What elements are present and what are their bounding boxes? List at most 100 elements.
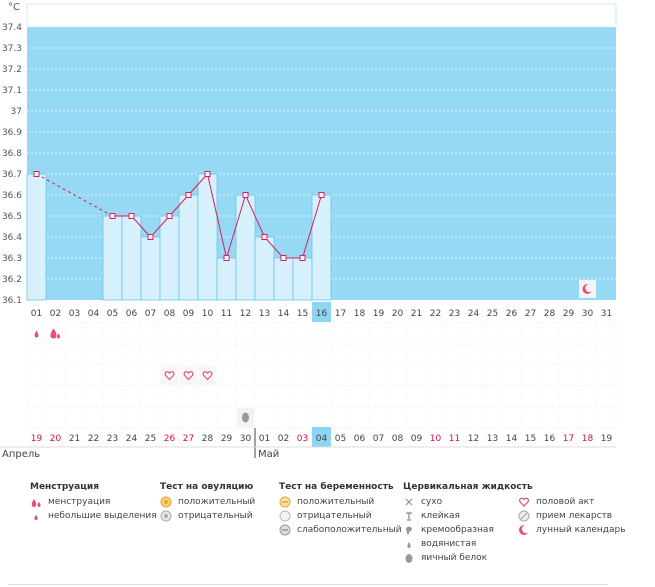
- calendar-date-label: 04: [316, 434, 328, 444]
- legend-item-sticky: клейкая: [403, 509, 533, 523]
- temperature-point: [33, 171, 40, 177]
- calendar-date-label: 26: [164, 434, 176, 444]
- cycle-day-label: 01: [31, 309, 42, 319]
- temperature-bar: [102, 215, 123, 301]
- legend-intercourse-label: половой акт: [536, 497, 595, 507]
- pregnancy-weak-icon: [279, 524, 291, 536]
- cycle-day-label: 28: [544, 309, 556, 319]
- cycle-day-label: 16: [316, 309, 328, 319]
- y-tick-label: 36.3: [2, 254, 22, 264]
- temperature-bar: [121, 215, 142, 301]
- temperature-line: [131, 215, 151, 238]
- legend-item-intercourse: половой акт: [518, 495, 626, 509]
- temperature-point: [166, 213, 173, 219]
- calendar-date-label: 02: [278, 434, 289, 444]
- heart-cell: [161, 366, 178, 385]
- temperature-bar: [197, 173, 218, 301]
- temperature-point: [280, 255, 287, 261]
- ovulation-negative-icon: [160, 510, 172, 522]
- calendar-date-label: 17: [563, 434, 574, 444]
- legend-lunar-label: лунный календарь: [536, 525, 626, 535]
- calendar-date-label: 10: [430, 434, 442, 444]
- calendar-date-label: 30: [240, 434, 252, 444]
- temperature-line: [150, 215, 170, 238]
- legend-light-spotting-label: небольшие выделения: [48, 511, 157, 521]
- calendar-date-label: 28: [202, 434, 214, 444]
- legend-item-watery: водянистая: [403, 537, 533, 551]
- menstruation-icon: [30, 496, 42, 508]
- legend-item-pregnancy-negative: отрицательный: [279, 509, 402, 523]
- cycle-day-label: 03: [69, 309, 80, 319]
- y-tick-label: 37.3: [2, 44, 22, 54]
- legend-cervical-title: Цервикальная жидкость: [403, 482, 533, 492]
- calendar-date-label: 05: [335, 434, 346, 444]
- legend-item-light-spotting: небольшие выделения: [30, 509, 157, 523]
- calendar-date-label: 29: [221, 434, 233, 444]
- temperature-chart: 36.1 36.2 36.3 36.4 36.5 36.6 36.7 36.8 36.9 37 37…: [0, 2, 617, 460]
- y-tick-label: 36.5: [2, 212, 22, 222]
- legend-item-pill: прием лекарств: [518, 509, 626, 523]
- y-tick-label: 37.1: [2, 86, 22, 96]
- calendar-date-label: 12: [468, 434, 479, 444]
- cycle-day-label: 20: [392, 309, 404, 319]
- temperature-point: [261, 234, 268, 240]
- heart-marker-icon: [164, 371, 175, 381]
- legend-other: половой акт прием лекарств лунный календ…: [518, 495, 626, 537]
- y-tick-label: 36.7: [2, 170, 22, 180]
- legend: Менструация менструация небольшие выделе…: [0, 480, 655, 587]
- calendar-date-label: 23: [107, 434, 118, 444]
- legend-item-menstruation: менструация: [30, 495, 157, 509]
- cycle-day-label: 25: [487, 309, 498, 319]
- ovulation-positive-icon: [160, 496, 172, 508]
- cycle-day-label: 19: [373, 309, 385, 319]
- temperature-point: [242, 192, 249, 198]
- legend-menstruation: Менструация менструация небольшие выделе…: [30, 480, 157, 523]
- calendar-date-label: 01: [259, 434, 270, 444]
- calendar-date-label: 03: [297, 434, 308, 444]
- moon-icon: [518, 524, 530, 536]
- cycle-day-label: 24: [468, 309, 480, 319]
- legend-item-creamy: кремообразная: [403, 523, 533, 537]
- y-tick-label: 36.8: [2, 149, 22, 159]
- legend-item-ovulation-negative: отрицательный: [160, 509, 255, 523]
- pregnancy-positive-icon: [279, 496, 291, 508]
- calendar-date-label: 24: [126, 434, 138, 444]
- cycle-day-label: 02: [50, 309, 61, 319]
- y-tick-label: 36.4: [2, 233, 22, 243]
- plot-top-margin: [26, 3, 617, 28]
- egg-white-marker-icon: [242, 412, 249, 423]
- cycle-day-label: 21: [411, 309, 422, 319]
- egg-white-icon: [403, 552, 415, 564]
- legend-pregnancy-positive-label: положительный: [297, 497, 375, 507]
- cycle-day-label: 26: [506, 309, 518, 319]
- pregnancy-negative-icon: [279, 510, 291, 522]
- today-date-highlight: [312, 427, 331, 447]
- legend-pill-label: прием лекарств: [536, 511, 613, 521]
- legend-pregnancy-test: Тест на беременность положительный отриц…: [279, 480, 402, 537]
- month-label: Апрель: [2, 449, 40, 460]
- temperature-bar: [254, 236, 275, 301]
- heart-marker-icon: [183, 371, 194, 381]
- y-tick-label: 36.9: [2, 128, 22, 138]
- calendar-date-label: 15: [525, 434, 536, 444]
- temperature-line: [245, 194, 265, 238]
- pill-icon: [518, 510, 530, 522]
- cycle-day-label: 06: [126, 309, 138, 319]
- temperature-line: [169, 194, 189, 217]
- cycle-day-label: 08: [164, 309, 176, 319]
- cycle-day-label: 23: [449, 309, 460, 319]
- temperature-bar: [140, 236, 161, 301]
- creamy-icon: [403, 524, 415, 536]
- temperature-point: [128, 213, 135, 219]
- temperature-line: [207, 173, 227, 259]
- legend-divider: [8, 584, 608, 585]
- legend-dry-label: сухо: [421, 497, 443, 507]
- temperature-bar: [292, 257, 313, 301]
- cycle-day-label: 22: [430, 309, 441, 319]
- legend-egg-white-label: яичный белок: [421, 553, 488, 563]
- cycle-day-label: 15: [297, 309, 308, 319]
- legend-creamy-label: кремообразная: [421, 525, 494, 535]
- temperature-point: [204, 171, 211, 177]
- legend-menstruation-title: Менструация: [30, 482, 99, 492]
